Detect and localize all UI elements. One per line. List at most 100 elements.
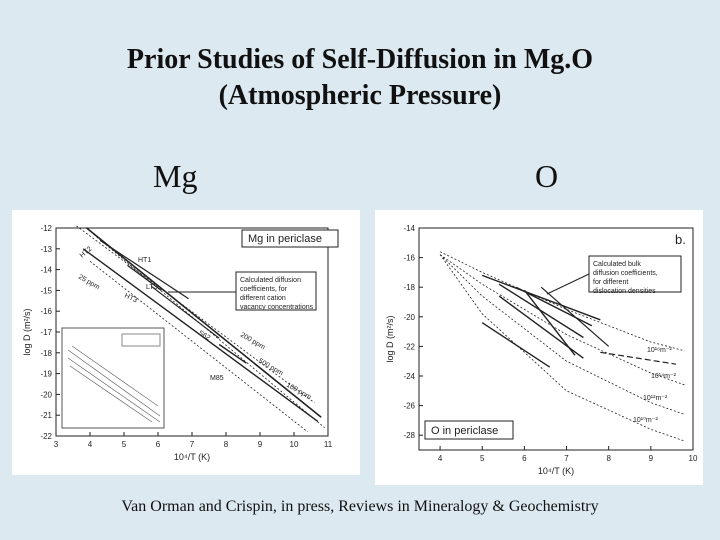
y-tick-label: -21 [40, 411, 52, 420]
o-diffusion-figure: 4 5 6 7 8 9 10 -14 -16 -18 -20 -22 -24 -26 -28 10⁴/T (K… [375, 210, 703, 485]
inset-line [71, 345, 159, 407]
slide-title: Prior Studies of Self-Diffusion in Mg.O … [0, 42, 720, 114]
callout-arrow [546, 273, 590, 295]
x-axis-label: 10⁴/T (K) [538, 466, 574, 476]
callout-text: different cation [240, 295, 286, 302]
x-tick-label: 6 [156, 440, 161, 449]
series-line [86, 227, 322, 418]
x-tick-label: 4 [88, 440, 93, 449]
line-label: M85 [210, 375, 224, 382]
y-tick-label: -13 [40, 245, 52, 254]
citation: Van Orman and Crispin, in press, Reviews… [121, 498, 599, 515]
legend-box [241, 229, 339, 248]
line-label: S62 [197, 330, 211, 342]
line-label: 10¹²m⁻² [643, 395, 668, 402]
legend-box [424, 420, 514, 440]
y-tick-label: -14 [40, 266, 52, 275]
legend-text: Mg in periclase [248, 233, 322, 245]
o-diffusion-chart: 4 5 6 7 8 9 10 -14 -16 -18 -20 -22 -24 -26 -28 10⁴/T (K… [385, 224, 698, 476]
y-tick-label: -26 [403, 402, 415, 411]
callout-text: vacancy concentrations [240, 304, 314, 311]
series-line [540, 286, 610, 347]
x-tick-label: 11 [324, 440, 333, 449]
series-line [218, 343, 247, 364]
line-label: HT2 [79, 246, 94, 260]
callout-text: coefficients, for [240, 286, 288, 293]
x-tick-label: 5 [480, 454, 485, 463]
y-tick-label: -18 [403, 283, 415, 292]
mg-diffusion-figure: 3 4 5 6 7 8 9 10 11 -12 -13 -14 -15 -16 -17 -18 -19 -20 -2… [12, 210, 360, 475]
series-line [515, 286, 593, 327]
y-tick-label: -20 [40, 390, 52, 399]
y-tick-label: -17 [40, 328, 52, 337]
x-tick-label: 9 [649, 454, 654, 463]
line-label: LT3 [146, 284, 158, 291]
x-tick-label: 7 [190, 440, 195, 449]
x-tick-label: 10 [290, 440, 299, 449]
line-label: HT3 [123, 292, 138, 304]
x-tick-label: 9 [258, 440, 263, 449]
line-label: 10¹⁴m⁻² [651, 373, 677, 380]
series-line [498, 295, 584, 359]
series-line [76, 225, 315, 404]
mg-diffusion-chart: 3 4 5 6 7 8 9 10 11 -12 -13 -14 -15 -16 -17 -18 -19 -20 -2… [22, 224, 339, 462]
plot-frame [418, 227, 694, 451]
series-line [439, 251, 685, 352]
x-tick-label: 5 [122, 440, 127, 449]
inset-line [67, 357, 161, 423]
y-tick-label: -16 [403, 254, 415, 263]
series-line [150, 285, 220, 339]
y-axis-label: log D (m²/s) [22, 308, 32, 355]
y-axis-label: log D (m²/s) [385, 315, 395, 362]
line-label: 200 ppm [239, 332, 266, 352]
line-label: 500 ppm [257, 358, 284, 378]
y-tick-label: -16 [40, 307, 52, 316]
y-tick-label: -14 [403, 224, 415, 233]
x-tick-label: 3 [54, 440, 59, 449]
x-tick-label: 10 [689, 454, 698, 463]
series-line [481, 322, 551, 368]
y-tick-label: -24 [403, 372, 415, 381]
y-tick-label: -12 [40, 224, 52, 233]
legend-text: O in periclase [431, 425, 498, 437]
inset-line [69, 365, 153, 423]
title-line-2: (Atmospheric Pressure) [218, 80, 502, 111]
y-tick-label: -18 [40, 349, 52, 358]
label-mg: Mg [153, 158, 198, 194]
y-tick-label: -20 [403, 313, 415, 322]
x-axis-label: 10⁴/T (K) [174, 452, 210, 462]
inset-line [67, 349, 161, 417]
series-line [439, 254, 685, 415]
series-line [439, 254, 685, 386]
series-line [99, 239, 189, 300]
series-line [127, 264, 162, 291]
x-tick-label: 6 [522, 454, 527, 463]
y-tick-label: -28 [403, 431, 415, 440]
y-tick-label: -19 [40, 370, 52, 379]
x-tick-label: 4 [438, 454, 443, 463]
y-tick-label: -15 [40, 286, 52, 295]
x-tick-label: 7 [564, 454, 569, 463]
series-line [600, 351, 677, 365]
callout-text: dislocation densities [593, 288, 656, 295]
line-label: 25 ppm [77, 274, 101, 292]
y-tick-label: -22 [403, 342, 415, 351]
series-line [481, 274, 601, 321]
line-label: 10¹⁰m⁻² [633, 416, 658, 424]
x-tick-label: 8 [606, 454, 611, 463]
series-line [439, 254, 685, 442]
callout-text: Calculated diffusion [240, 277, 301, 284]
callout-text: for different [593, 279, 628, 286]
callout-text: Calculated bulk [593, 261, 641, 268]
series-line [82, 248, 319, 422]
label-o: O [535, 158, 559, 194]
inset-legend-box [121, 333, 161, 347]
title-line-1: Prior Studies of Self-Diffusion in Mg.O [126, 44, 594, 75]
panel-letter: b. [675, 232, 686, 247]
callout-box [588, 255, 682, 293]
series-line [523, 289, 576, 356]
line-label: HT1 [138, 257, 151, 264]
line-label: 10¹⁶m⁻² [647, 347, 673, 354]
callout-text: diffusion coefficients, [593, 270, 658, 277]
x-tick-label: 8 [224, 440, 229, 449]
